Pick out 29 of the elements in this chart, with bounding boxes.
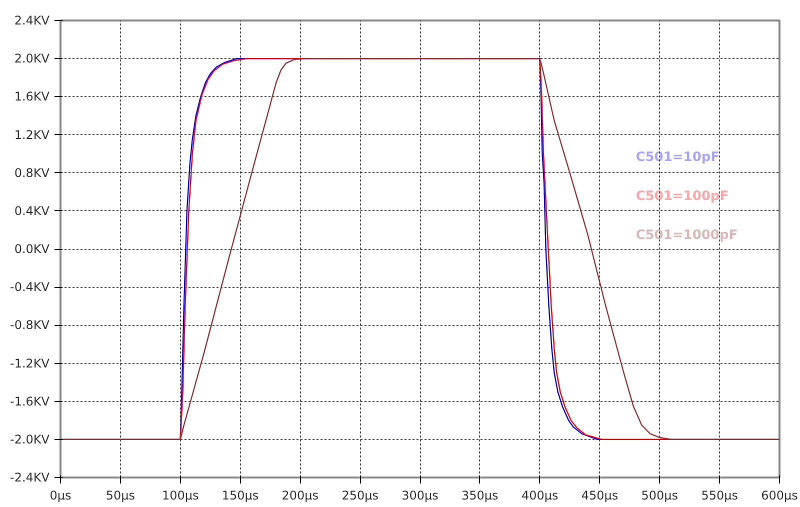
y-tick-label: -1.2KV [10,356,50,370]
x-tick-label: 600µs [761,488,798,502]
x-tick-label: 350µs [462,488,498,502]
x-tick-label: 300µs [402,488,438,502]
y-tick-label: -2.0KV [10,432,50,446]
x-tick-label: 450µs [581,488,618,502]
x-tick-label: 200µs [282,488,319,502]
y-tick-label: -1.6KV [10,394,50,408]
x-tick-label: 550µs [701,488,738,502]
x-tick-label: 400µs [521,488,558,502]
y-tick-label: -0.8KV [10,318,50,332]
x-tick-label: 100µs [162,488,199,502]
y-tick-label: 1.2KV [14,128,50,142]
x-tick-label: 150µs [222,488,259,502]
y-tick-label: 1.6KV [14,90,50,104]
text: C501=10pF [636,150,720,166]
text: C501=1000pF [636,228,738,243]
x-tick-label: 250µs [342,488,378,502]
y-tick-label: 0.4KV [14,204,50,218]
y-tick-label: -2.4KV [10,470,50,484]
y-tick-label: 2.4KV [14,14,50,28]
y-tick-label: 2.0KV [14,52,50,66]
x-tick-label: 500µs [641,488,678,502]
x-tick-label: 50µs [106,488,135,502]
y-tick-label: 0.8KV [14,166,50,180]
y-tick-label: 0.0KV [14,242,50,256]
x-tick-label: 0µs [50,488,72,502]
y-tick-label: -0.4KV [10,280,50,294]
text: C501=100pF [636,188,729,204]
